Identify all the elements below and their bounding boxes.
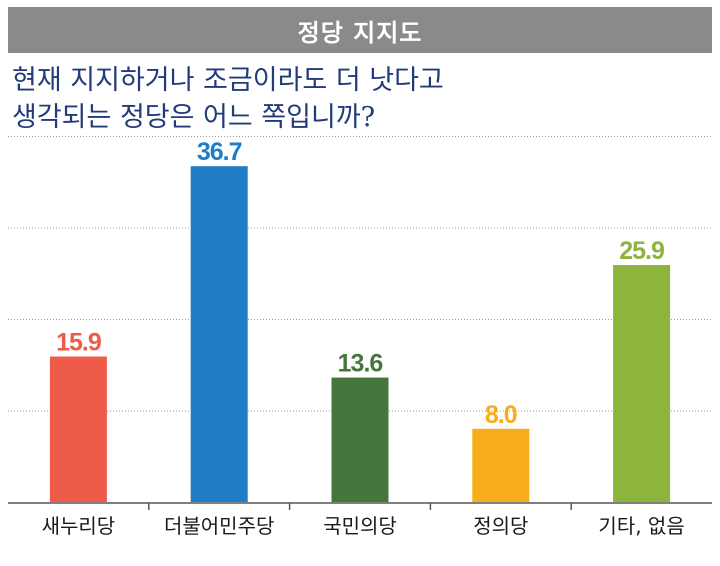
bar-value-label: 13.6 — [338, 350, 383, 378]
bar — [472, 428, 530, 502]
bar-value-label: 36.7 — [197, 138, 242, 166]
bar-value-label: 15.9 — [56, 329, 101, 357]
x-tick-label: 정의당 — [473, 514, 528, 538]
x-tick-label: 기타, 없음 — [598, 514, 684, 538]
chart-title: 정당 지지도 — [297, 18, 423, 47]
x-tick-label: 더불어민주당 — [164, 514, 274, 538]
bar-value-label: 8.0 — [485, 401, 517, 429]
bar — [331, 377, 389, 502]
x-tick-label: 국민의당 — [323, 514, 397, 538]
x-tick-label: 새누리당 — [42, 514, 116, 538]
question-line-1: 현재 지지하거나 조금이라도 더 낫다고 — [12, 65, 444, 96]
bar — [613, 265, 671, 502]
question-line-2: 생각되는 정당은 어느 쪽입니까? — [12, 102, 376, 133]
bars: 15.9 36.7 13.6 8.0 25.9 — [49, 138, 671, 502]
bar — [190, 166, 248, 502]
bar — [49, 356, 107, 502]
bar-value-label: 25.9 — [619, 237, 664, 265]
chart-title-bar: 정당 지지도 — [8, 7, 712, 53]
x-axis: 새누리당 더불어민주당 국민의당 정의당 기타, 없음 — [8, 502, 712, 538]
survey-question: 현재 지지하거나 조금이라도 더 낫다고 생각되는 정당은 어느 쪽입니까? — [12, 62, 702, 136]
